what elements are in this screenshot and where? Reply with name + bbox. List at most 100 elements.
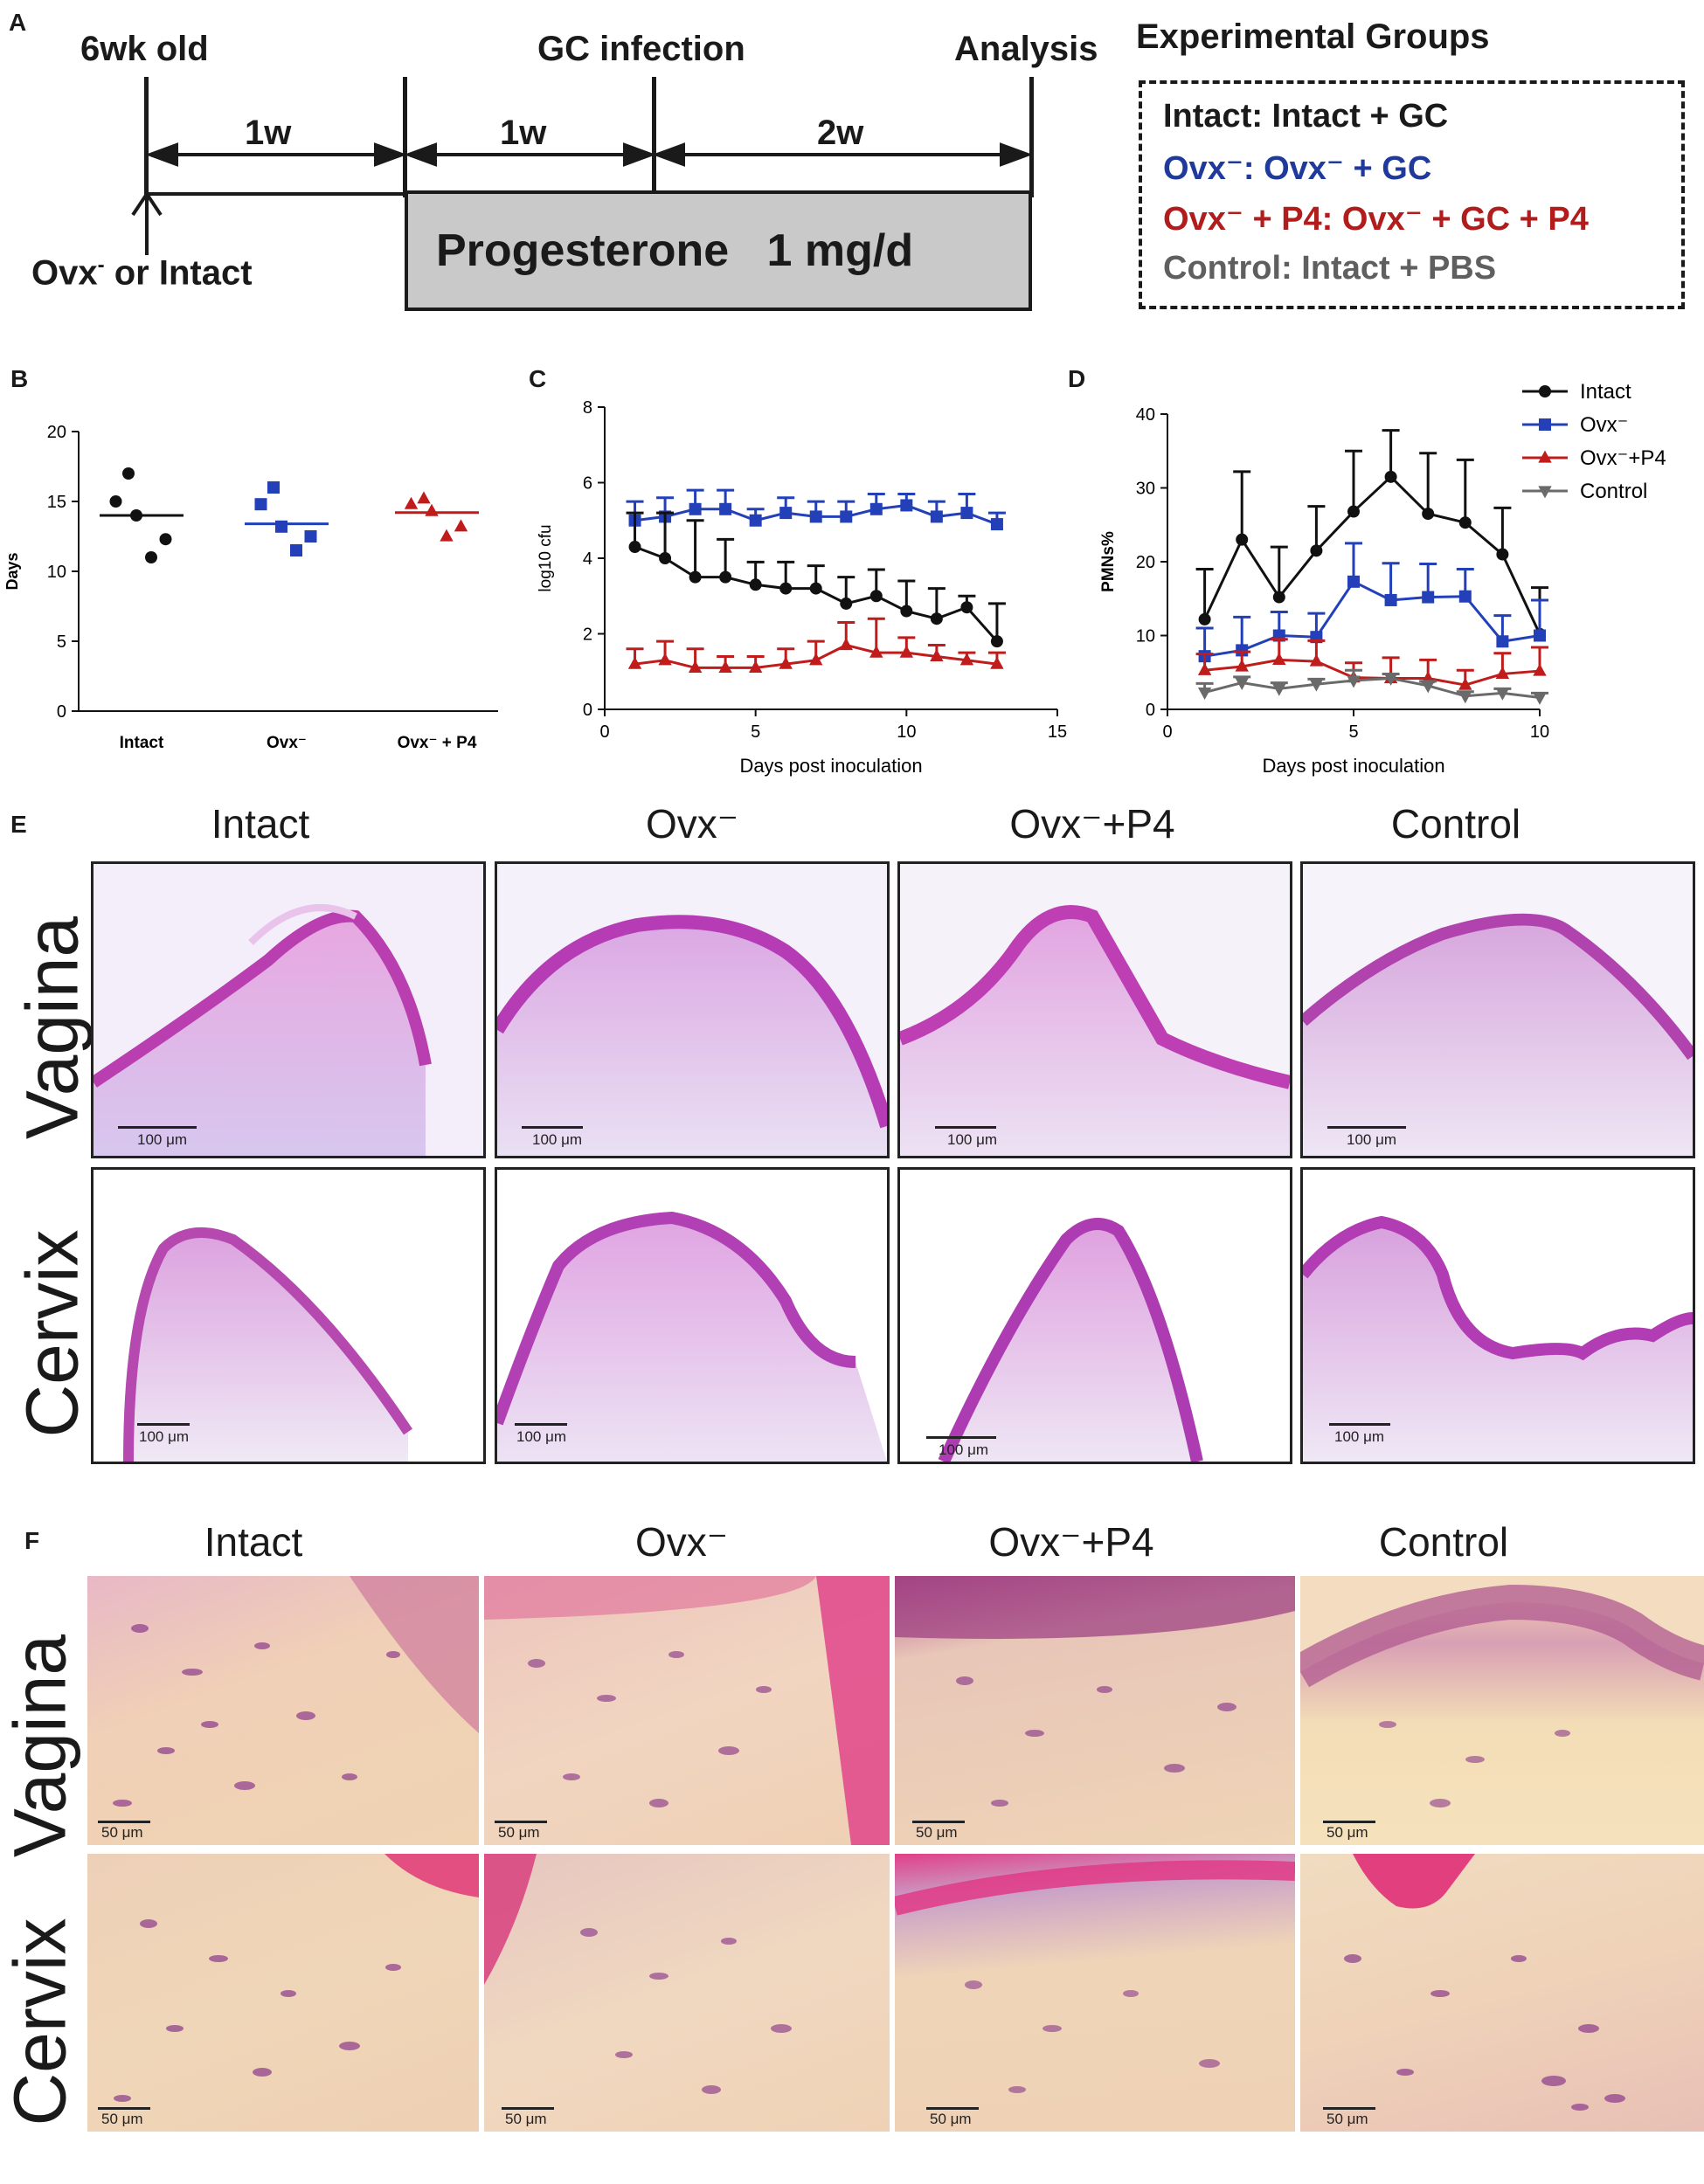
e-cervix-intact-scalebar: [137, 1423, 190, 1426]
c-data-point: [659, 552, 672, 564]
f-cervix-ovx-image: 50 μm: [484, 1854, 890, 2132]
e-vagina-control-scale-label: 100 μm: [1347, 1131, 1397, 1148]
interval-arrow-2-left-head: [404, 142, 437, 167]
e-col-head-ovx: Ovx⁻: [645, 801, 739, 847]
e-vagina-ovx-p4-scalebar: [935, 1126, 996, 1129]
e-vagina-ovx-p4-scale-label: 100 μm: [947, 1131, 998, 1148]
b-data-point: [275, 520, 287, 533]
e-vagina-intact-scale-label: 100 μm: [137, 1131, 188, 1148]
interval-3-label: 2w: [817, 114, 864, 152]
e-cervix-ovx-tissue: [497, 1170, 887, 1462]
f-cervix-control-scale-label: 50 μm: [1326, 2111, 1368, 2127]
d-legend-label: Intact: [1580, 380, 1631, 404]
e-cervix-ovx-p4-tissue: [900, 1170, 1290, 1462]
c-y-tick-label: 4: [583, 549, 592, 569]
f-vagina-control-scale-label: 50 μm: [1326, 1824, 1368, 1841]
e-cervix-ovx-scalebar: [515, 1423, 567, 1426]
d-y-tick-label: 40: [1136, 405, 1155, 425]
e-row-label-cervix: Cervix: [10, 1229, 94, 1438]
timeline-infection-label: GC infection: [537, 30, 745, 68]
d-data-point: [1458, 516, 1472, 529]
c-x-tick-label: 0: [599, 722, 609, 742]
interval-1-label: 1w: [245, 114, 292, 152]
f-vagina-ovx-scalebar: [495, 1821, 547, 1823]
c-data-point: [627, 656, 642, 669]
f-cervix-ovx-p4-tissue: [895, 1860, 1295, 2093]
c-data-point: [839, 638, 853, 651]
panel-letter-d: D: [1068, 365, 1086, 392]
d-data-point: [1198, 612, 1211, 625]
e-cervix-ovx-p4-image: 100 μm: [897, 1167, 1292, 1464]
experimental-groups-title: Experimental Groups: [1136, 17, 1490, 56]
d-series-line: [1204, 677, 1541, 699]
e-col-head-control: Control: [1390, 801, 1521, 847]
c-data-point: [840, 510, 853, 523]
d-series-line: [1204, 579, 1541, 658]
d-data-point: [1533, 663, 1547, 676]
d-data-point: [1235, 677, 1249, 690]
f-cervix-ovx-scalebar: [502, 2107, 554, 2110]
c-y-tick-label: 6: [583, 474, 592, 494]
timeline-start-label: 6wk old: [80, 30, 209, 68]
ovx-arrow-head: [131, 190, 163, 217]
d-data-point: [1422, 508, 1435, 521]
d-data-point: [1347, 575, 1360, 588]
c-x-tick-label: 5: [751, 722, 760, 742]
d-data-point: [1347, 675, 1361, 688]
c-data-point: [990, 635, 1003, 648]
interval-arrow-1-left-head: [145, 142, 178, 167]
d-data-point: [1310, 544, 1323, 557]
timeline-p4-start-line: [403, 77, 407, 197]
d-legend-label: Ovx⁻+P4: [1580, 446, 1666, 470]
panel-letter-c: C: [529, 365, 547, 392]
panel-letter-a: A: [9, 9, 27, 36]
interval-2-label: 1w: [500, 114, 547, 152]
f-vagina-control-tissue: [1300, 1576, 1704, 1807]
e-vagina-ovx-image: 100 μm: [495, 861, 890, 1158]
d-data-point: [1236, 644, 1249, 657]
f-vagina-intact-tissue: [113, 1576, 479, 1807]
f-col-head-ovx-p4: Ovx⁻+P4: [988, 1519, 1154, 1565]
e-cervix-control-image: 100 μm: [1300, 1167, 1695, 1464]
b-data-point: [454, 519, 468, 532]
d-series-line: [1204, 658, 1541, 687]
d-data-point: [1383, 673, 1398, 686]
group-line-ovx-p4: Ovx⁻ + P4: Ovx⁻ + GC + P4: [1163, 201, 1589, 238]
d-legend-marker: [1538, 486, 1552, 499]
c-data-point: [960, 601, 973, 614]
d-data-point: [1384, 470, 1397, 483]
c-y-axis-title: log10 cfu: [537, 524, 555, 591]
ovx-or-intact-label: Ovx- or Intact: [31, 253, 253, 293]
ovx-label-rest: or Intact: [104, 253, 253, 293]
f-vagina-ovx-p4-image: 50 μm: [895, 1576, 1295, 1845]
e-cervix-ovx-p4-scalebar: [926, 1436, 996, 1439]
timeline-start-line: [144, 77, 149, 197]
b-data-point: [130, 509, 142, 522]
c-x-axis-title: Days post inoculation: [739, 755, 922, 777]
e-vagina-control-scalebar: [1327, 1126, 1406, 1129]
e-cervix-intact-scale-label: 100 μm: [139, 1428, 190, 1445]
d-data-point: [1458, 590, 1472, 603]
group-line-control: Control: Intact + PBS: [1163, 250, 1497, 287]
c-data-point: [930, 612, 943, 625]
e-vagina-ovx-p4-image: 100 μm: [897, 861, 1292, 1158]
panel-letter-e: E: [10, 811, 27, 838]
c-data-point: [840, 597, 853, 610]
d-legend-marker: [1538, 450, 1552, 463]
chart-b-days: 0 5 10 15 20 Days Intact Ovx⁻ Ovx⁻ + P4: [3, 423, 498, 752]
e-cervix-ovx-p4-scale-label: 100 μm: [939, 1441, 989, 1458]
c-data-point: [658, 653, 672, 666]
b-y-tick-label: 20: [47, 423, 66, 442]
c-data-point: [718, 660, 732, 674]
progesterone-treatment-box: Progesterone 1 mg/d: [405, 190, 1032, 311]
d-y-tick-label: 0: [1146, 701, 1155, 720]
c-data-point: [990, 518, 1003, 531]
c-x-tick-label: 10: [897, 722, 916, 742]
c-data-point: [689, 570, 702, 584]
progesterone-treatment-label: Progesterone 1 mg/d: [436, 225, 914, 276]
b-y-axis-title: Days: [3, 552, 21, 590]
interval-arrow-1-right-head: [374, 142, 407, 167]
f-cervix-ovx-p4-image: 50 μm: [895, 1854, 1295, 2132]
f-vagina-ovx-scale-label: 50 μm: [498, 1824, 540, 1841]
d-data-point: [1496, 548, 1509, 561]
